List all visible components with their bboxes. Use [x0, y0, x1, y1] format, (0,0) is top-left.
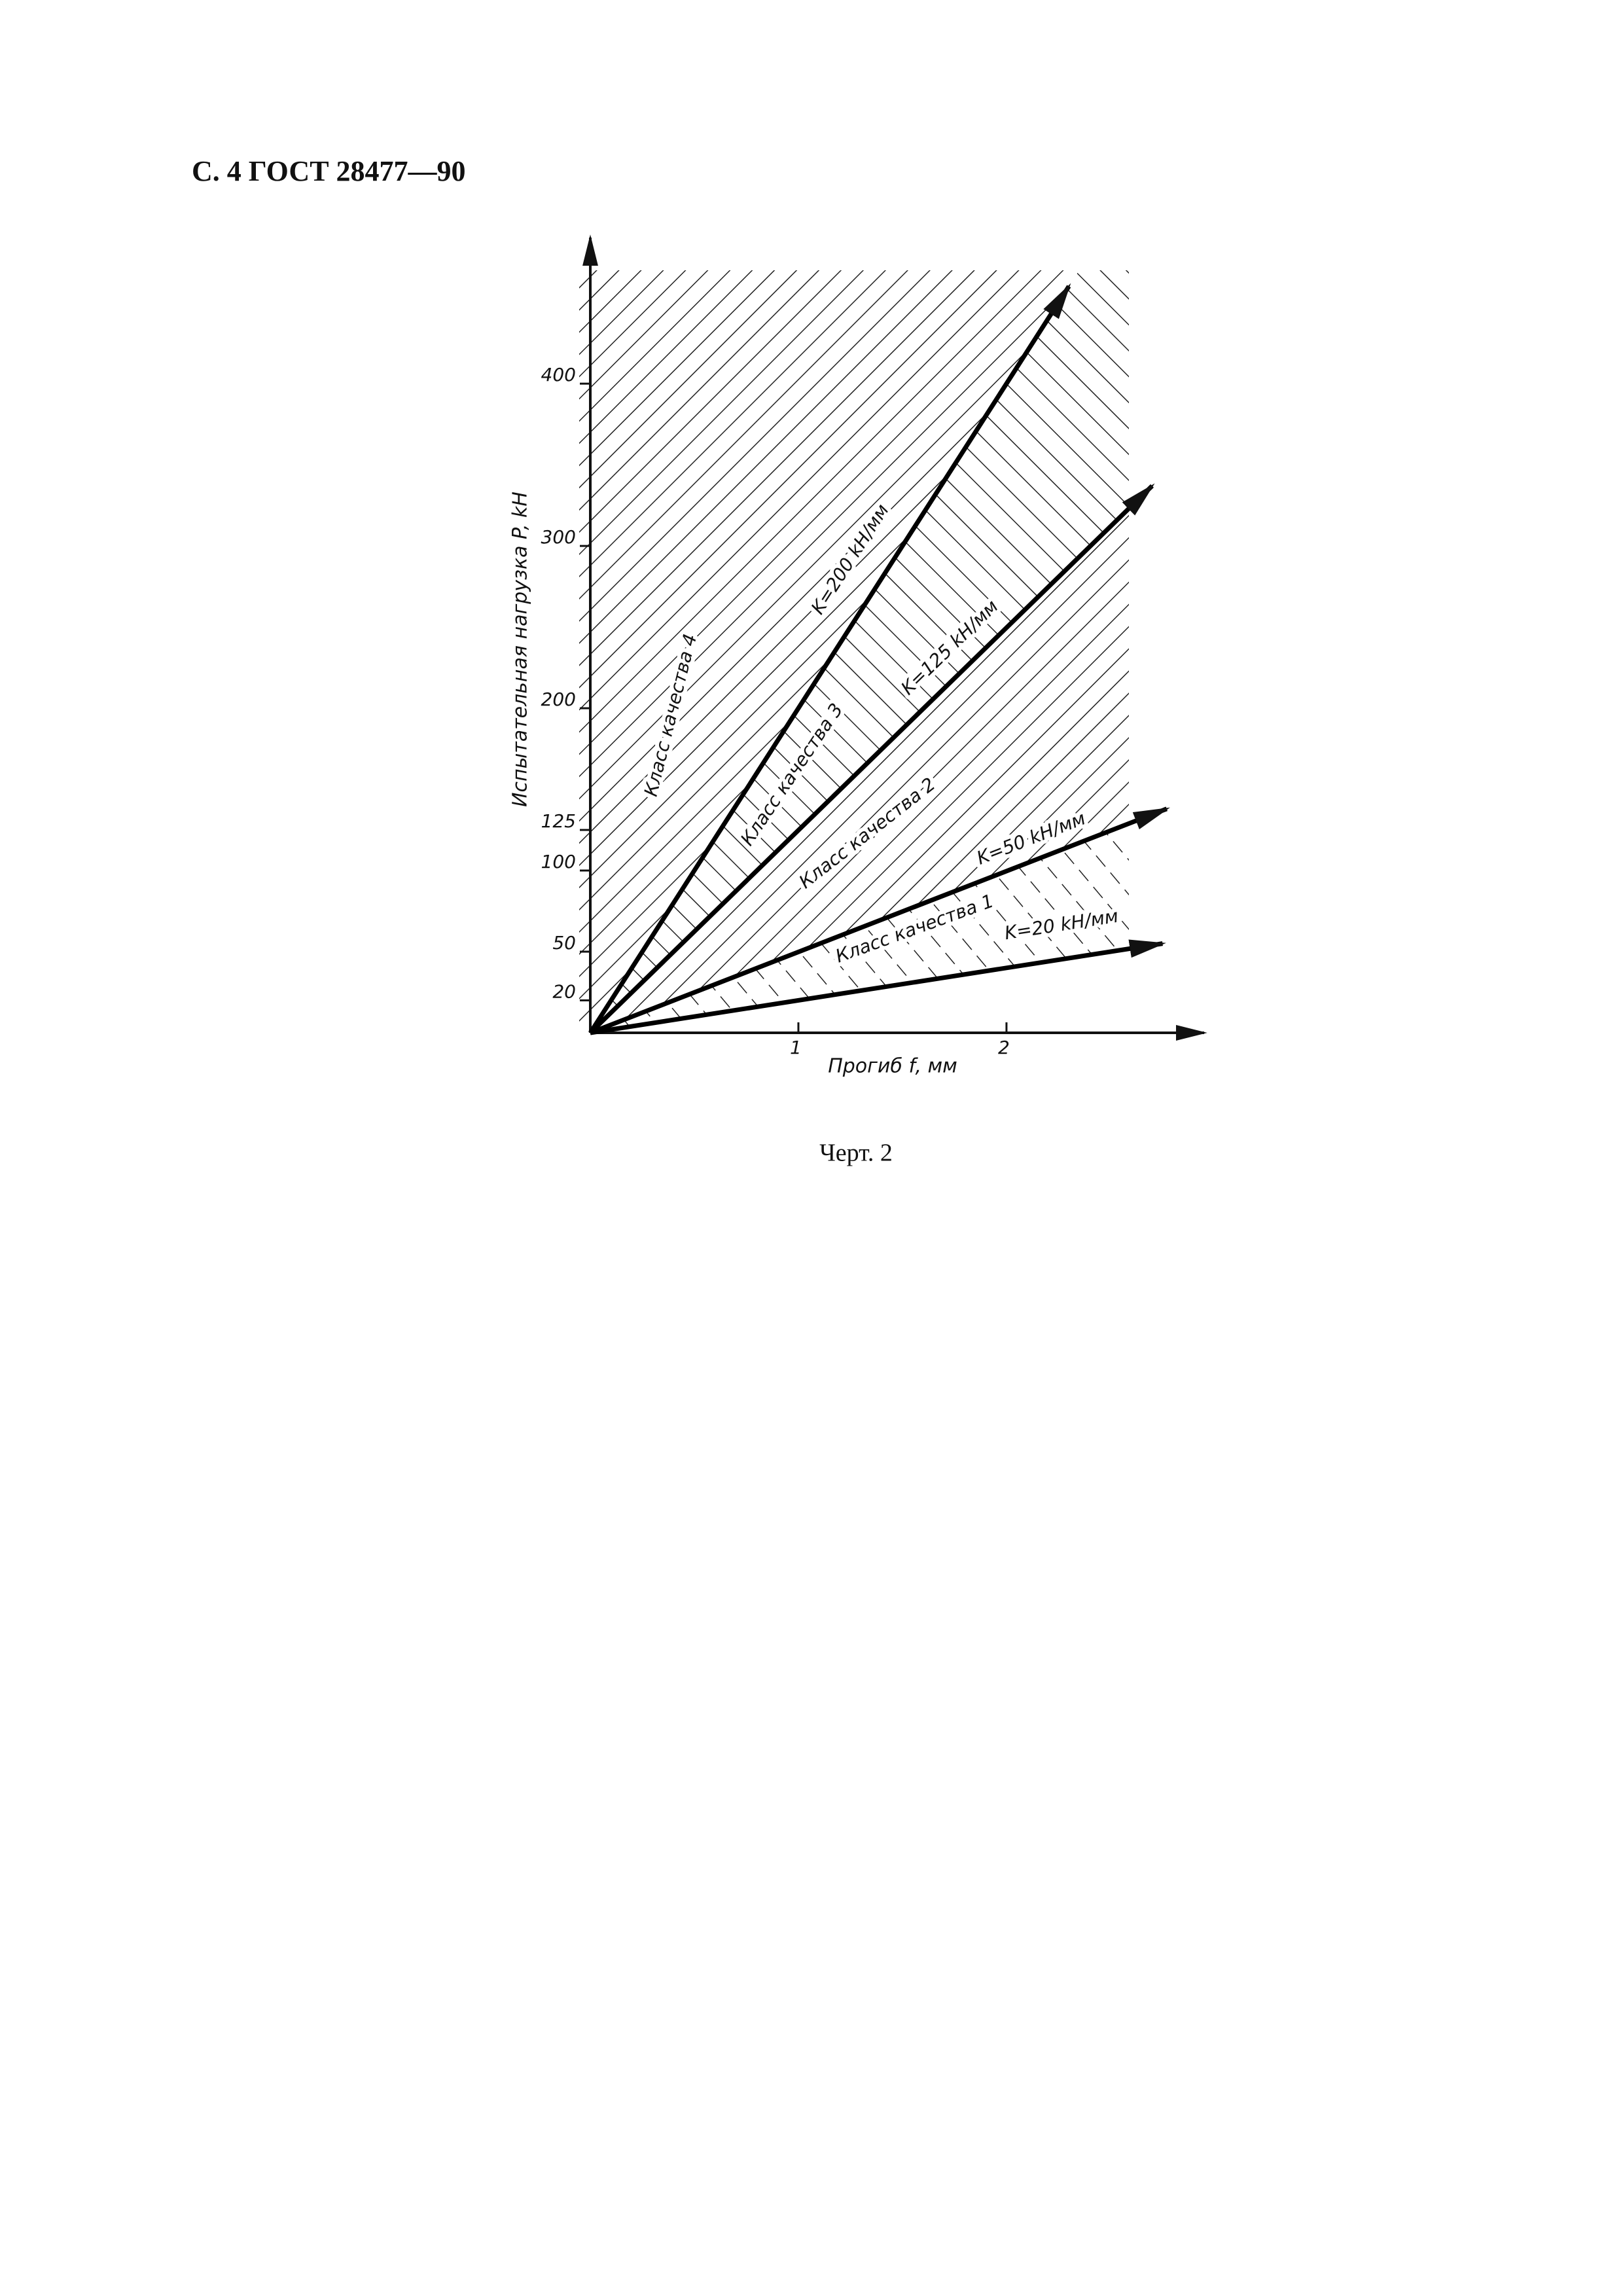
x-tick-label: 1	[790, 1037, 802, 1058]
x-axis-title: Прогиб f, мм	[828, 1055, 957, 1078]
hatch-region	[579, 270, 1079, 1033]
series-line	[589, 806, 1170, 1035]
series-line	[588, 283, 1071, 1034]
y-tick-label: 125	[541, 810, 576, 832]
y-axis-title: Испытательная нагрузка P, kН	[509, 492, 532, 807]
hatch-region	[590, 270, 1129, 1033]
page-header: С. 4 ГОСТ 28477—90	[192, 155, 466, 187]
y-tick-label: 100	[541, 851, 576, 872]
series-line	[588, 483, 1155, 1035]
x-tick-label: 2	[998, 1037, 1010, 1058]
caption: Черт. 2	[819, 1139, 893, 1167]
y-tick-label: 20	[552, 980, 576, 1002]
y-tick-label: 200	[541, 689, 576, 710]
series-line	[590, 939, 1166, 1035]
y-tick-label: 400	[541, 364, 576, 386]
y-tick-label: 50	[552, 932, 576, 954]
y-tick-label: 300	[541, 526, 576, 548]
